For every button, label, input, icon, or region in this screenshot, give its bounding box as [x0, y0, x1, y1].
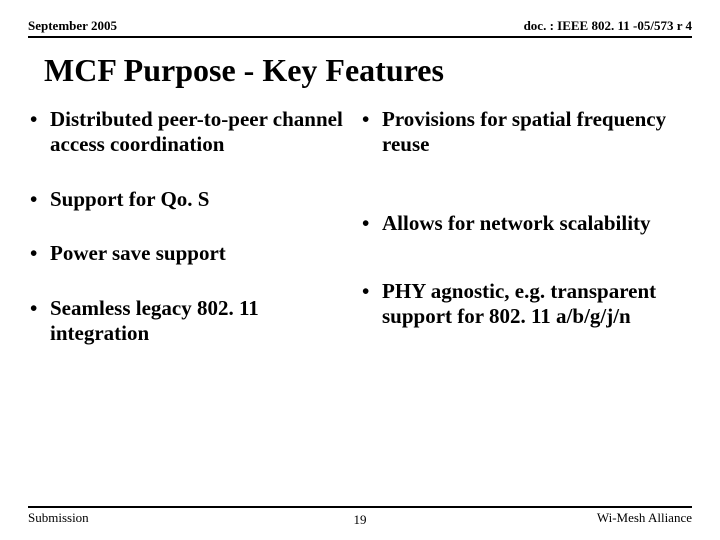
content-area: Distributed peer-to-peer channel access … — [28, 107, 692, 376]
slide-title: MCF Purpose - Key Features — [44, 52, 692, 89]
right-column: Provisions for spatial frequency reuse A… — [360, 107, 692, 376]
bullet-item: Seamless legacy 802. 11 integration — [28, 296, 350, 346]
header-docref: doc. : IEEE 802. 11 -05/573 r 4 — [524, 18, 692, 34]
footer-rule — [28, 506, 692, 508]
right-bullet-list: Provisions for spatial frequency reuse A… — [360, 107, 682, 329]
bullet-item: Power save support — [28, 241, 350, 266]
left-column: Distributed peer-to-peer channel access … — [28, 107, 360, 376]
bullet-item: Support for Qo. S — [28, 187, 350, 212]
footer: Submission Wi-Mesh Alliance 19 — [28, 506, 692, 526]
header-rule — [28, 36, 692, 38]
header-date: September 2005 — [28, 18, 117, 34]
bullet-item: Distributed peer-to-peer channel access … — [28, 107, 350, 157]
bullet-item: Provisions for spatial frequency reuse — [360, 107, 682, 157]
header-row: September 2005 doc. : IEEE 802. 11 -05/5… — [28, 18, 692, 34]
slide: September 2005 doc. : IEEE 802. 11 -05/5… — [0, 0, 720, 540]
bullet-item: Allows for network scalability — [360, 211, 682, 236]
footer-left: Submission — [28, 510, 89, 526]
bullet-item: PHY agnostic, e.g. transparent support f… — [360, 279, 682, 329]
footer-row-wrap: Submission Wi-Mesh Alliance 19 — [28, 510, 692, 526]
footer-right: Wi-Mesh Alliance — [597, 510, 692, 526]
left-bullet-list: Distributed peer-to-peer channel access … — [28, 107, 350, 346]
footer-page-number: 19 — [354, 512, 367, 528]
